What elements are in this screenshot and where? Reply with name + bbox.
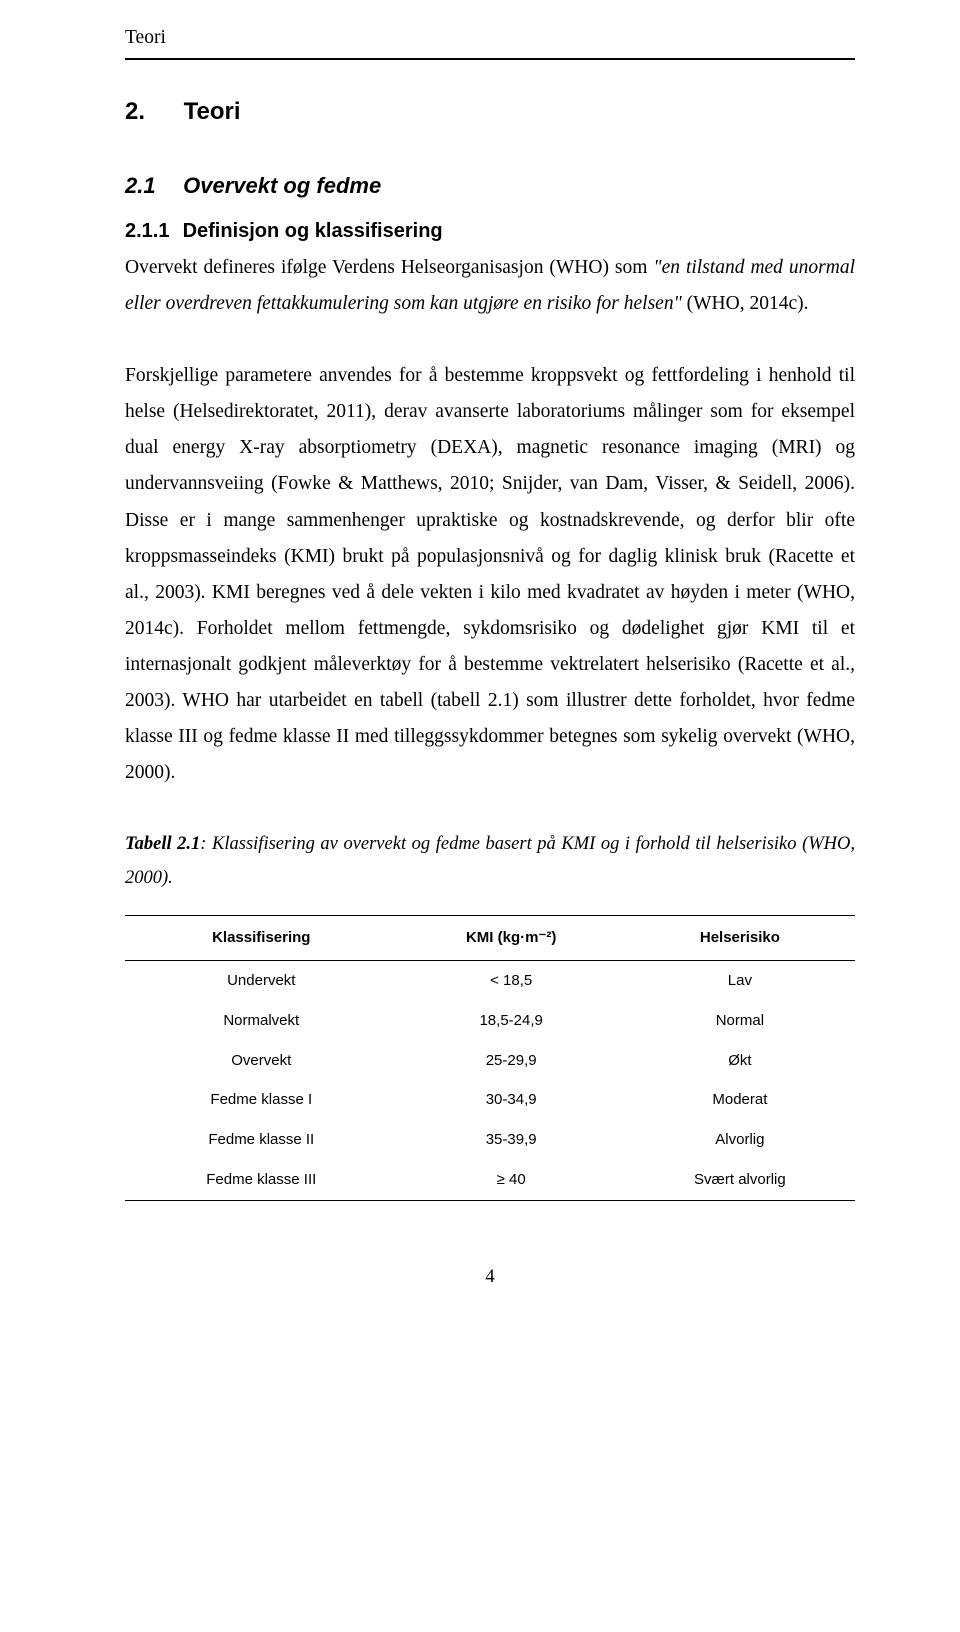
table-cell: Fedme klasse III — [125, 1160, 398, 1200]
table-cell: 35-39,9 — [398, 1120, 625, 1160]
heading-2-number: 2.1 — [125, 166, 177, 207]
table-cell: Svært alvorlig — [625, 1160, 855, 1200]
table-caption-label: Tabell 2.1 — [125, 834, 200, 854]
table-col-1: KMI (kg·m⁻²) — [398, 916, 625, 961]
table-row: Fedme klasse I 30-34,9 Moderat — [125, 1080, 855, 1120]
table-cell: Moderat — [625, 1080, 855, 1120]
heading-1-title: Teori — [184, 98, 241, 125]
table-cell: 30-34,9 — [398, 1080, 625, 1120]
table-cell: Normalvekt — [125, 1001, 398, 1041]
table-caption-text: : Klassifisering av overvekt og fedme ba… — [125, 834, 855, 888]
table-cell: Lav — [625, 961, 855, 1001]
table-cell: < 18,5 — [398, 961, 625, 1001]
table-row: Fedme klasse III ≥ 40 Svært alvorlig — [125, 1160, 855, 1200]
heading-3-title: Definisjon og klassifisering — [183, 220, 443, 242]
table-cell: Alvorlig — [625, 1120, 855, 1160]
table-row: Overvekt 25-29,9 Økt — [125, 1041, 855, 1081]
table-caption: Tabell 2.1: Klassifisering av overvekt o… — [125, 827, 855, 895]
heading-2-title: Overvekt og fedme — [183, 173, 381, 198]
heading-2: 2.1 Overvekt og fedme — [125, 166, 855, 207]
table-cell: Fedme klasse II — [125, 1120, 398, 1160]
table-head: Klassifisering KMI (kg·m⁻²) Helserisiko — [125, 916, 855, 961]
paragraph-1: Overvekt defineres ifølge Verdens Helseo… — [125, 250, 855, 322]
heading-1: 2. Teori — [125, 90, 855, 134]
heading-3: 2.1.1 Definisjon og klassifisering — [125, 213, 855, 250]
running-header: Teori — [125, 20, 855, 60]
table-cell: ≥ 40 — [398, 1160, 625, 1200]
table-cell: Normal — [625, 1001, 855, 1041]
table-cell: Fedme klasse I — [125, 1080, 398, 1120]
heading-1-number: 2. — [125, 90, 177, 134]
paragraph-2: Forskjellige parametere anvendes for å b… — [125, 358, 855, 791]
page-number: 4 — [125, 1259, 855, 1294]
classification-table: Klassifisering KMI (kg·m⁻²) Helserisiko … — [125, 915, 855, 1200]
table-cell: 18,5-24,9 — [398, 1001, 625, 1041]
table-cell: Overvekt — [125, 1041, 398, 1081]
table-header-row: Klassifisering KMI (kg·m⁻²) Helserisiko — [125, 916, 855, 961]
table-row: Fedme klasse II 35-39,9 Alvorlig — [125, 1120, 855, 1160]
table-cell: Økt — [625, 1041, 855, 1081]
paragraph-1-b: (WHO, 2014c). — [682, 293, 809, 314]
table-col-0: Klassifisering — [125, 916, 398, 961]
table-cell: Undervekt — [125, 961, 398, 1001]
table-body: Undervekt < 18,5 Lav Normalvekt 18,5-24,… — [125, 961, 855, 1201]
heading-3-number: 2.1.1 — [125, 213, 177, 250]
table-cell: 25-29,9 — [398, 1041, 625, 1081]
table-col-2: Helserisiko — [625, 916, 855, 961]
paragraph-1-a: Overvekt defineres ifølge Verdens Helseo… — [125, 257, 653, 278]
table-row: Undervekt < 18,5 Lav — [125, 961, 855, 1001]
table-row: Normalvekt 18,5-24,9 Normal — [125, 1001, 855, 1041]
